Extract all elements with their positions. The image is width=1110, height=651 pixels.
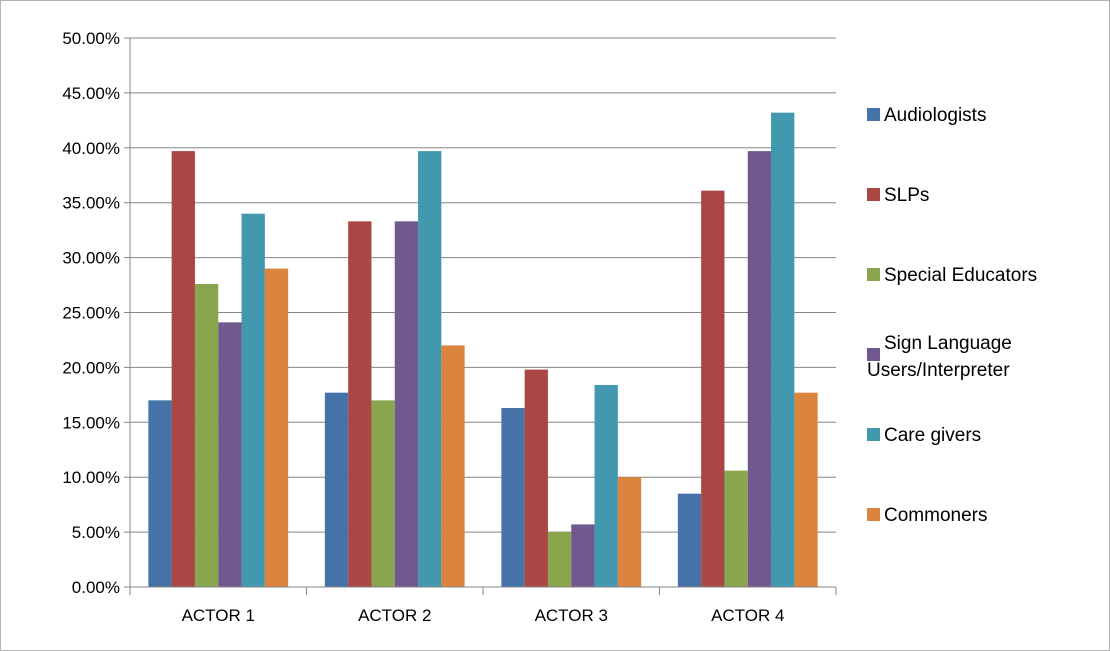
bar [747, 151, 772, 587]
bar [324, 392, 349, 587]
bar [171, 151, 195, 587]
y-tick-label: 15.00% [62, 413, 120, 432]
bar [148, 400, 172, 587]
y-tick-label: 0.00% [72, 578, 120, 597]
legend-swatch [867, 108, 880, 121]
bar [348, 221, 372, 587]
bar [218, 322, 242, 587]
legend-swatch [867, 428, 880, 441]
y-tick-label: 20.00% [62, 358, 120, 377]
y-tick-label: 30.00% [62, 249, 120, 268]
bar [418, 151, 442, 587]
legend-swatch [867, 268, 880, 281]
legend-label-line: Sign Language [884, 333, 1012, 354]
y-tick-label: 10.00% [62, 468, 120, 487]
bar [771, 112, 795, 587]
legend-label: Audiologists [884, 105, 986, 126]
y-tick-label: 25.00% [62, 304, 120, 323]
bar [524, 369, 548, 587]
bar [571, 524, 595, 587]
legend-label: Commoners [884, 505, 987, 526]
legend-swatch [867, 348, 880, 361]
bar [617, 477, 642, 587]
bar [594, 384, 618, 587]
y-axis-ticks: 0.00% 5.00% 10.00% 15.00% 20.00% 25.00% 30.00%… [62, 29, 120, 597]
bar [677, 493, 702, 587]
y-tick-label: 35.00% [62, 194, 120, 213]
x-tick-label: ACTOR 4 [711, 606, 784, 625]
bar [264, 268, 289, 587]
bar [501, 408, 525, 587]
legend: Audiologists SLPs Special Educators Sign La… [867, 105, 1037, 526]
x-tick-label: ACTOR 2 [358, 606, 431, 625]
x-tick-label: ACTOR 1 [182, 606, 255, 625]
legend-label: Care givers [884, 425, 981, 446]
legend-swatch [867, 188, 880, 201]
legend-label-line: Users/Interpreter [867, 360, 1010, 381]
bar [194, 283, 219, 587]
bar [371, 400, 395, 587]
axes [124, 37, 837, 595]
bar [441, 345, 465, 587]
y-tick-label: 5.00% [72, 523, 120, 542]
legend-label: Sign Language Users/Interpreter [867, 333, 1012, 381]
bar [241, 213, 265, 587]
bar [701, 190, 725, 587]
legend-swatch [867, 508, 880, 521]
bar [547, 532, 572, 587]
bars [148, 112, 818, 587]
y-tick-label: 45.00% [62, 84, 120, 103]
legend-label: Special Educators [884, 265, 1037, 286]
x-tick-label: ACTOR 3 [535, 606, 608, 625]
bar [724, 470, 748, 587]
bar [794, 392, 818, 587]
y-tick-label: 50.00% [62, 29, 120, 48]
legend-label: SLPs [884, 185, 929, 206]
x-axis-ticks: ACTOR 1 ACTOR 2 ACTOR 3 ACTOR 4 [182, 606, 785, 625]
bar [394, 221, 419, 587]
y-tick-label: 40.00% [62, 139, 120, 158]
